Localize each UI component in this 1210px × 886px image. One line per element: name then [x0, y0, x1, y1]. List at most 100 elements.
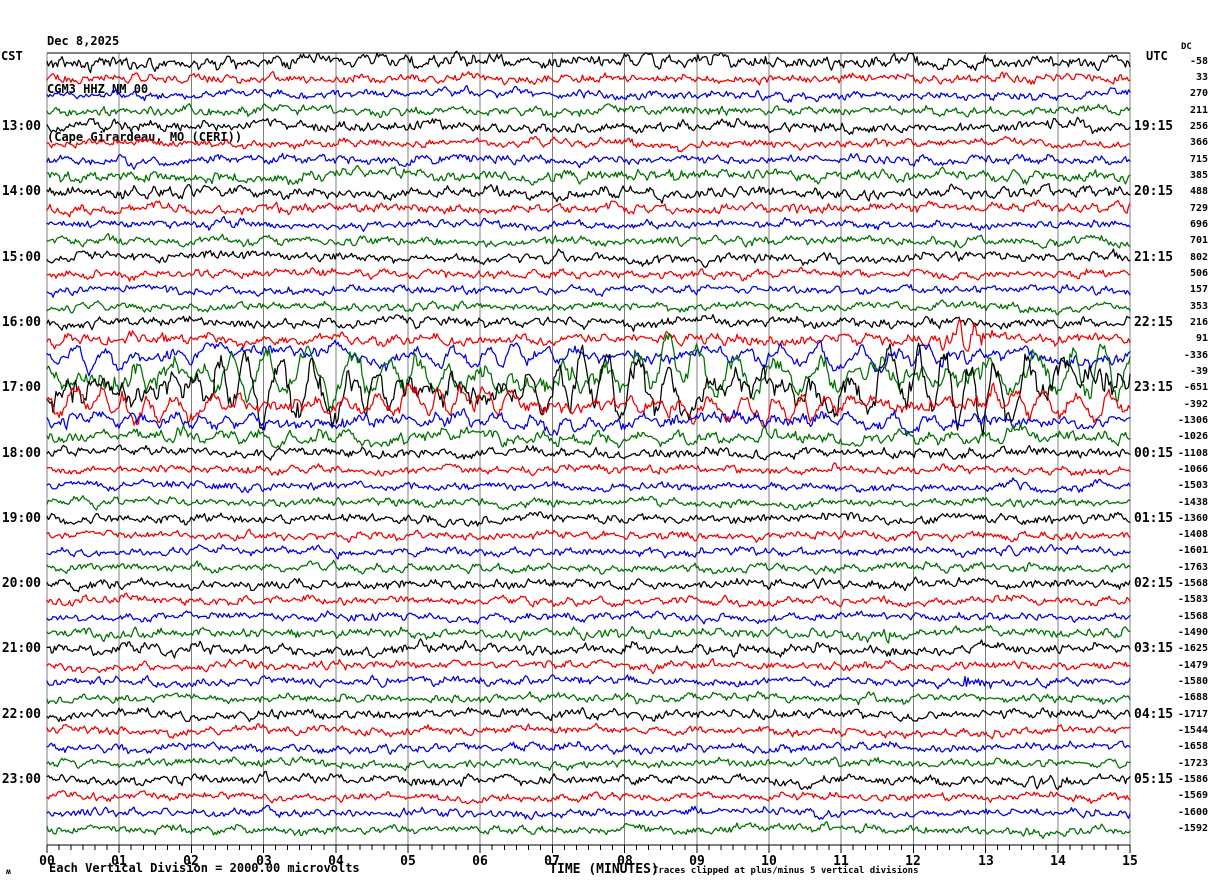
dc-offset-value: 506: [1189, 268, 1208, 279]
cst-time-label: 14:00: [1, 184, 41, 199]
utc-time-label: 20:15: [1134, 184, 1174, 199]
dc-offset-value: -1717: [1177, 709, 1208, 720]
x-tick-label: 11: [833, 854, 849, 869]
trace-row-44: [46, 756, 1131, 772]
trace-row-42: [46, 722, 1131, 740]
dc-offset-value: -1592: [1177, 823, 1208, 834]
dc-offset-value: 157: [1189, 284, 1208, 295]
trace-row-46: [46, 789, 1131, 805]
dc-offset-value: -1688: [1177, 692, 1208, 703]
cst-time-label: 18:00: [1, 446, 41, 461]
utc-time-label: 04:15: [1134, 707, 1174, 722]
trace-row-29: [46, 511, 1131, 529]
trace-row-40: [46, 690, 1131, 706]
dc-offset-value: -392: [1183, 399, 1208, 410]
x-tick-label: 01: [111, 854, 127, 869]
x-tick-label: 00: [39, 854, 55, 869]
x-tick-label: 12: [905, 854, 921, 869]
dc-offset-value: -1658: [1177, 741, 1208, 752]
wave-glyph: ʍ: [6, 867, 11, 876]
cst-time-label: 15:00: [1, 250, 41, 265]
right-timezone-label: UTC: [1146, 49, 1168, 63]
cst-time-label: 16:00: [1, 315, 41, 330]
cst-time-label: 21:00: [1, 641, 41, 656]
x-tick-label: 03: [256, 854, 272, 869]
trace-row-45: [46, 770, 1131, 791]
record-date: Dec 8,2025: [47, 34, 120, 48]
dc-offset-value: -1568: [1177, 611, 1208, 622]
trace-row-39: [46, 674, 1131, 690]
dc-offset-value: -1408: [1177, 529, 1208, 540]
trace-row-13: [46, 248, 1131, 269]
cst-time-label: 23:00: [1, 772, 41, 787]
trace-row-30: [46, 528, 1131, 543]
x-tick-label: 15: [1122, 854, 1138, 869]
trace-row-41: [46, 706, 1131, 723]
utc-time-label: 21:15: [1134, 250, 1174, 265]
trace-row-38: [46, 657, 1131, 675]
dc-offset-value: 701: [1189, 235, 1208, 246]
x-tick-label: 08: [617, 854, 633, 869]
utc-time-label: 03:15: [1134, 641, 1174, 656]
dc-offset-value: 256: [1189, 121, 1208, 132]
trace-row-27: [46, 477, 1131, 494]
cst-time-label: 13:00: [1, 119, 41, 134]
utc-time-label: 01:15: [1134, 511, 1174, 526]
x-tick-label: 06: [472, 854, 488, 869]
dc-offset-value: -1479: [1177, 660, 1208, 671]
trace-row-6: [46, 135, 1131, 153]
trace-row-11: [46, 215, 1131, 232]
trace-row-10: [46, 199, 1131, 218]
trace-row-36: [46, 625, 1131, 644]
dc-offset-value: -1580: [1177, 676, 1208, 687]
trace-row-32: [46, 559, 1131, 575]
trace-row-21: [46, 342, 1131, 437]
utc-time-label: 00:15: [1134, 446, 1174, 461]
clipping-note: Traces clipped at plus/minus 5 vertical …: [653, 866, 919, 876]
trace-row-23: [46, 408, 1131, 437]
dc-offset-value: -1503: [1177, 480, 1208, 491]
x-tick-label: 13: [978, 854, 994, 869]
dc-offset-value: -58: [1189, 56, 1208, 67]
dc-offset-value: -1026: [1177, 431, 1208, 442]
trace-row-16: [46, 299, 1131, 316]
dc-offset-value: 270: [1189, 88, 1208, 99]
trace-row-37: [46, 638, 1131, 659]
dc-offset-value: -1066: [1177, 464, 1208, 475]
x-tick-label: 09: [689, 854, 705, 869]
dc-offset-value: -1360: [1177, 513, 1208, 524]
trace-row-5: [46, 116, 1131, 135]
dc-offset-value: -1601: [1177, 545, 1208, 556]
cst-time-label: 20:00: [1, 576, 41, 591]
trace-row-35: [46, 610, 1131, 625]
dc-offset-value: -1723: [1177, 758, 1208, 769]
dc-offset-value: 715: [1189, 154, 1208, 165]
dc-offset-value: -1569: [1177, 790, 1208, 801]
dc-offset-value: 216: [1189, 317, 1208, 328]
dc-offset-value: -1544: [1177, 725, 1208, 736]
vertical-division-note: Each Vertical Division = 2000.00 microvo…: [49, 861, 360, 875]
trace-row-24: [46, 423, 1131, 450]
dc-offset-value: -336: [1183, 350, 1208, 361]
trace-row-4: [46, 102, 1131, 119]
x-tick-label: 02: [183, 854, 199, 869]
trace-row-7: [46, 152, 1131, 171]
dc-offset-value: 91: [1195, 333, 1208, 344]
trace-row-14: [46, 266, 1131, 282]
dc-offset-value: -651: [1183, 382, 1208, 393]
cst-time-label: 22:00: [1, 707, 41, 722]
x-tick-label: 07: [544, 854, 560, 869]
dc-offset-value: -1490: [1177, 627, 1208, 638]
dc-offset-value: 353: [1189, 301, 1208, 312]
dc-offset-value: 488: [1189, 186, 1208, 197]
trace-row-25: [46, 444, 1131, 461]
x-tick-label: 14: [1050, 854, 1066, 869]
dc-offset-value: -1583: [1177, 594, 1208, 605]
trace-row-3: [46, 84, 1131, 103]
utc-time-label: 22:15: [1134, 315, 1174, 330]
dc-offset-value: -1438: [1177, 497, 1208, 508]
trace-row-9: [46, 183, 1131, 204]
utc-time-label: 05:15: [1134, 772, 1174, 787]
trace-row-48: [46, 821, 1131, 839]
